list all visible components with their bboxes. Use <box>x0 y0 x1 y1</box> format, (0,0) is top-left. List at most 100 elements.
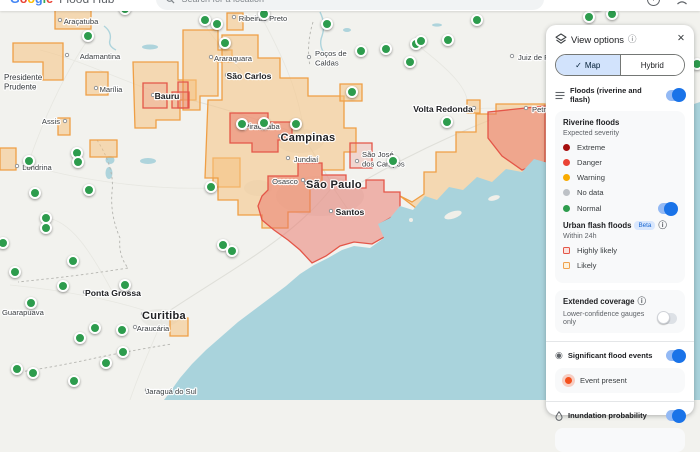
town-dot <box>132 324 138 330</box>
gauge-marker[interactable] <box>442 34 454 46</box>
flood-region-likely[interactable] <box>57 117 71 136</box>
town-dot <box>231 14 237 20</box>
urban-flash-title: Urban flash floods Beta ⓘ <box>563 220 667 231</box>
gauge-marker[interactable] <box>119 279 131 291</box>
gauge-marker[interactable] <box>355 45 367 57</box>
map-type-map[interactable]: ✓ Map <box>556 55 620 75</box>
gauge-marker[interactable] <box>321 18 333 30</box>
gauge-marker[interactable] <box>217 239 229 251</box>
riverine-title: Riverine floods <box>563 118 620 127</box>
search-placeholder: Search for a location <box>181 0 264 4</box>
town-dot <box>509 53 515 59</box>
map-label: Jundiaí <box>294 155 319 164</box>
normal-gauges-toggle[interactable] <box>658 201 678 216</box>
gauge-marker[interactable] <box>40 212 52 224</box>
urban-flash-legend: Highly likely Likely <box>563 246 677 270</box>
town-dot <box>93 85 99 91</box>
close-icon[interactable]: ✕ <box>677 33 685 45</box>
gauge-marker[interactable] <box>290 118 302 130</box>
significant-events-label: Significant flood events <box>567 351 653 360</box>
significant-events-toggle[interactable] <box>666 348 686 363</box>
gauge-marker[interactable] <box>415 35 427 47</box>
gauge-marker[interactable] <box>23 155 35 167</box>
gauge-marker[interactable] <box>0 237 9 249</box>
gauge-marker[interactable] <box>211 18 223 30</box>
flood-region-likely[interactable] <box>132 61 197 129</box>
product-name: Flood Hub <box>59 0 114 6</box>
flood-region-high-lt[interactable] <box>177 81 189 109</box>
google-logo[interactable]: Google <box>10 0 53 6</box>
inundation-label: Inundation probability <box>568 411 647 420</box>
help-icon[interactable]: ? <box>647 0 660 6</box>
gauge-marker[interactable] <box>82 30 94 42</box>
gauge-marker[interactable] <box>9 266 21 278</box>
gauge-marker[interactable] <box>83 184 95 196</box>
flood-region-likely[interactable] <box>89 139 118 158</box>
gauge-marker[interactable] <box>387 155 399 167</box>
legend-item: Highly likely <box>563 246 677 255</box>
gauge-marker[interactable] <box>116 324 128 336</box>
flood-region-likely[interactable] <box>0 147 17 171</box>
language-select-icon[interactable] <box>676 0 690 5</box>
map-label: Presidente <box>4 73 43 82</box>
map-label: Curitiba <box>142 310 187 322</box>
gauge-marker[interactable] <box>74 332 86 344</box>
gauge-marker[interactable] <box>29 187 41 199</box>
extended-coverage-toggle[interactable] <box>657 311 677 324</box>
gauge-marker[interactable] <box>236 118 248 130</box>
gauge-marker[interactable] <box>72 156 84 168</box>
extended-info-icon[interactable]: ⓘ <box>637 296 647 307</box>
gauge-marker[interactable] <box>57 280 69 292</box>
floods-layer-label: Floods (riverine and flash) <box>570 86 642 104</box>
urban-info-icon[interactable]: ⓘ <box>658 220 667 231</box>
map-label: Assis <box>42 117 60 126</box>
flood-region-likely[interactable] <box>12 42 64 81</box>
map-label: dos Campos <box>362 160 405 169</box>
gauge-marker[interactable] <box>441 116 453 128</box>
flood-region-likely[interactable] <box>169 317 189 337</box>
flood-region-likely[interactable] <box>85 71 109 96</box>
gauge-marker[interactable] <box>346 86 358 98</box>
flood-region-high[interactable] <box>487 105 546 171</box>
gauge-marker[interactable] <box>89 322 101 334</box>
search-input[interactable]: Search for a location <box>156 0 545 10</box>
inundation-toggle[interactable] <box>666 408 686 423</box>
gauge-marker[interactable] <box>27 367 39 379</box>
map-label: Prudente <box>4 83 37 92</box>
town-dot <box>224 72 230 78</box>
map-label: Araraquara <box>214 54 253 63</box>
gauge-marker[interactable] <box>68 375 80 387</box>
flood-region-high-lt[interactable] <box>171 91 190 109</box>
gauge-marker[interactable] <box>67 255 79 267</box>
droplet-icon <box>555 410 563 421</box>
event-legend-card: Event present <box>555 368 685 393</box>
gauge-marker[interactable] <box>404 56 416 68</box>
gauge-marker[interactable] <box>100 357 112 369</box>
legend-item: Normal <box>563 201 678 216</box>
info-icon[interactable]: ⓘ <box>628 33 637 44</box>
severity-dot <box>563 189 570 196</box>
floods-toggle[interactable] <box>666 88 686 102</box>
severity-dot <box>563 144 570 151</box>
gauge-marker[interactable] <box>219 37 231 49</box>
gauge-marker[interactable] <box>471 14 483 26</box>
extended-coverage-card: Extended coverage ⓘ Lower-confidence gau… <box>555 290 685 333</box>
map-type-hybrid[interactable]: Hybrid <box>619 55 684 75</box>
map-type-switcher: ✓ Map Hybrid <box>555 54 685 76</box>
gauge-marker[interactable] <box>380 43 392 55</box>
gauge-marker[interactable] <box>226 245 238 257</box>
flood-region-likely[interactable] <box>226 12 244 31</box>
gauge-marker[interactable] <box>205 181 217 193</box>
gauge-marker[interactable] <box>40 222 52 234</box>
gauge-marker[interactable] <box>117 346 129 358</box>
gauge-marker[interactable] <box>25 297 37 309</box>
gauge-marker[interactable] <box>11 363 23 375</box>
gauge-marker[interactable] <box>583 11 595 23</box>
likelihood-square <box>563 262 570 269</box>
gauge-marker[interactable] <box>199 14 211 26</box>
flood-region-likely[interactable] <box>182 29 233 111</box>
layers-icon <box>555 33 567 44</box>
map-label: Araçatuba <box>64 17 99 26</box>
gauge-marker[interactable] <box>258 117 270 129</box>
check-icon: ✓ <box>575 60 582 70</box>
